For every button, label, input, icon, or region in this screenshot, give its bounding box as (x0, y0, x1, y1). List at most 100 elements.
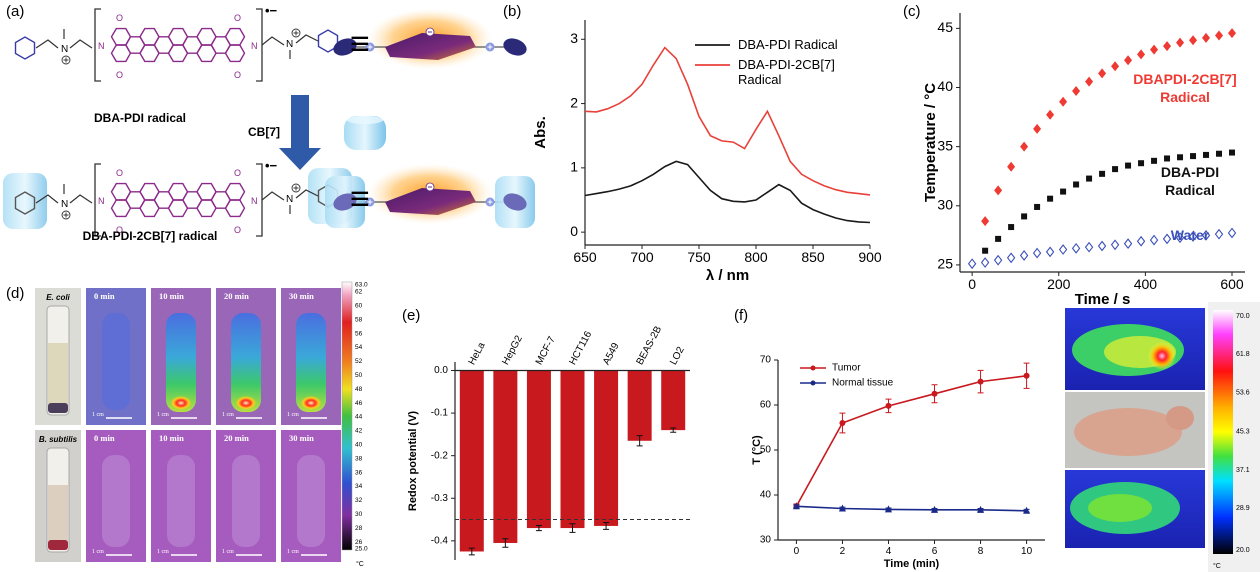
atom: O (116, 70, 123, 80)
marker (993, 254, 1003, 266)
hotspot (299, 395, 323, 411)
marker (1202, 32, 1211, 43)
hotspot (1148, 342, 1176, 370)
x-axis-label: λ / nm (706, 267, 749, 284)
x-tick-label: 200 (1047, 276, 1071, 292)
marker (931, 390, 938, 397)
marker (1137, 49, 1146, 60)
x-tick-label: 2 (840, 546, 846, 557)
colorbar-label: 26 (355, 539, 363, 546)
bond (35, 39, 59, 49)
colorbar-label: 28.9 (1236, 505, 1250, 512)
y-tick-label: 45 (937, 19, 953, 35)
marker (838, 504, 846, 512)
bond (261, 191, 285, 201)
x-tick-label: 10 (1021, 546, 1033, 557)
marker (1162, 233, 1172, 245)
error-bar (670, 427, 677, 433)
atom: O (234, 225, 241, 235)
colorbar-label: 42 (355, 428, 363, 435)
legend-label: Normal tissue (832, 378, 894, 389)
marker (1111, 61, 1120, 72)
y-tick-label: 2 (570, 94, 578, 110)
marker (1215, 30, 1224, 41)
marker (1020, 141, 1029, 152)
atom: O (116, 225, 123, 235)
marker (1188, 231, 1198, 242)
atom: O (116, 13, 123, 23)
colorbar-label: 44 (355, 414, 363, 421)
time-label: 20 min (224, 291, 249, 301)
marker (1045, 246, 1055, 258)
x-tick-label: LO2 (668, 345, 687, 367)
mouse (1074, 408, 1182, 456)
y-tick-label: -0.4 (431, 535, 449, 546)
end-group (503, 38, 527, 56)
marker (1084, 241, 1094, 253)
y-tick-label: 70 (760, 355, 772, 366)
marker (1073, 181, 1080, 188)
marker (1086, 175, 1093, 182)
x-tick-label: 800 (744, 249, 768, 265)
panel-label: (d) (6, 285, 24, 302)
charge-circle (291, 28, 301, 38)
liquid (48, 343, 68, 408)
x-tick-label: BEAS-2B (635, 324, 665, 367)
y-tick-label: 25 (937, 256, 953, 272)
atom: N (98, 196, 105, 206)
y-axis-label: Temperature / °C (922, 83, 939, 202)
scale-label: 1 cm (222, 412, 234, 418)
tube-thermal (297, 455, 325, 547)
charge-circle (291, 183, 301, 193)
line-series (584, 46, 871, 196)
bond (289, 34, 319, 59)
marker (1008, 224, 1015, 231)
marker (1189, 35, 1198, 46)
x-axis-label: Time / s (1075, 291, 1131, 308)
x-tick-label: 600 (1220, 276, 1244, 292)
time-label: 20 min (224, 433, 249, 443)
marker (981, 216, 990, 227)
x-tick-label: 400 (1134, 276, 1158, 292)
marker (1151, 157, 1158, 164)
scale-label: 1 cm (287, 412, 299, 418)
tube-thermal (167, 455, 195, 547)
y-tick-label: 40 (760, 490, 772, 501)
atom: N (251, 41, 258, 51)
molecule-label: DBA-PDI radical (94, 111, 186, 125)
colorbar-label: 46 (355, 400, 363, 407)
colorbar (341, 281, 353, 551)
colorbar-label: 25.0 (355, 546, 368, 553)
marker (1163, 41, 1172, 52)
bond (63, 184, 93, 204)
marker (1138, 160, 1145, 167)
charge-plus (63, 212, 69, 218)
marker (1059, 96, 1068, 107)
bond (261, 36, 285, 46)
colorbar-label: 45.3 (1236, 428, 1250, 435)
charge-plus (63, 57, 69, 63)
marker (977, 378, 984, 385)
marker (995, 235, 1002, 242)
charge-plus (293, 30, 299, 36)
liquid (48, 485, 68, 545)
marker (1032, 247, 1042, 259)
marker (931, 505, 939, 513)
host-label: CB[7] (248, 125, 280, 139)
end-group (333, 38, 357, 56)
x-tick-label: 850 (801, 249, 825, 265)
y-tick-label: 30 (937, 196, 953, 212)
ring (224, 199, 246, 218)
scale-label: 1 cm (157, 549, 169, 555)
scale-label: 1 cm (287, 549, 299, 555)
colorbar (1213, 310, 1233, 554)
marker (982, 247, 989, 254)
colorbar-label: 30 (355, 511, 363, 518)
line-series (795, 375, 1027, 507)
atom: N (286, 39, 293, 50)
colorbar-label: 38 (355, 455, 363, 462)
marker (967, 258, 977, 270)
legend-swatch (810, 365, 816, 371)
marker (1058, 244, 1068, 255)
hotspot (169, 395, 193, 411)
